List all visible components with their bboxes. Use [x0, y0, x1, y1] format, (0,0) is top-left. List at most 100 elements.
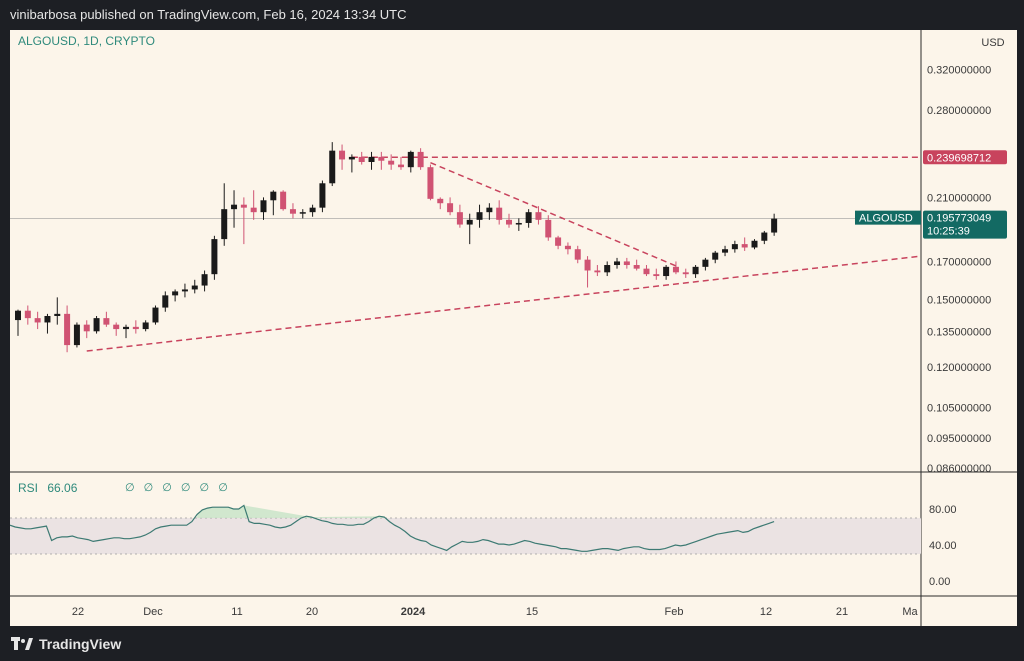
time-tick-label: Ma: [902, 606, 918, 618]
candle-body: [329, 150, 336, 184]
candle-body: [280, 191, 287, 210]
candle-body: [250, 207, 257, 213]
candle-body: [456, 212, 463, 225]
price-tick-label: 0.170000000: [927, 256, 991, 268]
time-tick-label: 12: [760, 606, 772, 618]
time-tick-label: 21: [836, 606, 848, 618]
candle-body: [486, 207, 493, 213]
price-tick-label: 0.280000000: [927, 105, 991, 117]
candle-body: [289, 209, 296, 214]
time-tick-label: Dec: [143, 606, 163, 618]
publisher-header: vinibarbosa published on TradingView.com…: [10, 7, 407, 22]
candle-body: [44, 315, 51, 323]
descending-trendline: [430, 161, 677, 267]
symbol-label[interactable]: ALGOUSD, 1D, CRYPTO: [18, 34, 155, 48]
trendline-layer: [86, 156, 922, 352]
price-tick-label: 0.086000000: [927, 463, 991, 475]
time-tick-label: 22: [72, 606, 84, 618]
candle-body: [64, 313, 71, 346]
candle-body: [506, 219, 512, 225]
candle-body: [515, 222, 522, 225]
candle-body: [447, 203, 454, 213]
candle-body: [584, 259, 591, 271]
candle-body: [172, 291, 179, 296]
candle-body: [221, 209, 228, 240]
candle-body: [663, 266, 670, 277]
level-price-text: 0.239698712: [927, 152, 991, 164]
time-tick-label: 15: [526, 606, 538, 618]
price-axis: USD 0.320000000 0.280000000 0.210000000 0.17…: [855, 37, 1007, 588]
candle-body: [181, 289, 188, 292]
tradingview-logo[interactable]: TradingView: [11, 636, 121, 652]
candle-body: [34, 318, 41, 323]
price-tick-label: 0.210000000: [927, 192, 991, 204]
rsi-params-icons: ∅ ∅ ∅ ∅ ∅ ∅: [125, 482, 231, 494]
price-tick-label: 0.120000000: [927, 362, 991, 374]
current-price-text: 0.195773049: [927, 213, 991, 225]
candle-body: [201, 274, 208, 286]
rsi-tick-label: 40.00: [929, 540, 957, 552]
rsi-label: RSI: [18, 481, 39, 495]
candle-body: [142, 322, 149, 330]
currency-label: USD: [981, 37, 1004, 49]
candle-body: [93, 318, 100, 332]
candle-body: [555, 237, 562, 246]
grid-layer: [10, 30, 1017, 626]
candle-body: [466, 219, 473, 225]
time-tick-label: 11: [231, 606, 242, 618]
candle-body: [152, 307, 159, 323]
footer: TradingView: [0, 628, 1024, 661]
price-tick-label: 0.095000000: [927, 433, 991, 445]
candle-body: [417, 151, 424, 168]
rsi-line: [10, 504, 775, 552]
candle-body: [397, 164, 404, 168]
candle-body: [132, 326, 139, 330]
candle-body: [368, 156, 375, 163]
candle-body: [309, 207, 316, 213]
time-tick-label: 2024: [401, 606, 426, 618]
candle-body: [594, 270, 601, 273]
candle-body: [103, 318, 110, 325]
time-tick-label: 20: [306, 606, 318, 618]
candle-body: [231, 204, 238, 210]
candle-body: [162, 295, 169, 308]
candle-body: [633, 265, 640, 269]
candle-body: [191, 285, 198, 290]
candle-body: [378, 156, 385, 161]
candle-body: [702, 259, 709, 267]
candle-body: [712, 252, 719, 260]
candle-body: [407, 151, 414, 168]
time-axis: 22 Dec 11 20 2024 15 Feb 12 21 Ma: [72, 606, 919, 618]
candle-body: [476, 212, 483, 220]
candle-body: [24, 310, 31, 319]
rsi-legend[interactable]: RSI 66.06: [18, 481, 77, 495]
candle-body: [564, 245, 571, 250]
candle-body: [751, 240, 758, 248]
current-symbol-text: ALGOUSD: [859, 213, 913, 225]
chart-canvas[interactable]: USD 0.320000000 0.280000000 0.210000000 0.17…: [10, 30, 1017, 626]
candle-body: [319, 183, 326, 208]
candle-body: [614, 261, 621, 266]
rsi-tick-label: 80.00: [929, 504, 957, 516]
candle-body: [427, 167, 434, 199]
price-tick-label: 0.135000000: [927, 326, 991, 338]
rsi-tick-label: 0.00: [929, 576, 950, 588]
rsi-layer: [10, 504, 921, 555]
candle-body: [496, 207, 503, 220]
candle-body: [123, 326, 130, 330]
rsi-value: 66.06: [47, 481, 78, 495]
candle-body: [722, 249, 729, 253]
candle-body: [535, 212, 542, 220]
price-tick-label: 0.320000000: [927, 65, 991, 77]
candle-body: [731, 244, 738, 250]
price-tick-label: 0.105000000: [927, 402, 991, 414]
candle-body: [299, 212, 306, 214]
countdown-text: 10:25:39: [927, 226, 970, 238]
candle-body: [741, 244, 748, 248]
price-tick-label: 0.150000000: [927, 294, 991, 306]
candle-body: [83, 324, 90, 332]
level-price-tag: [923, 150, 1007, 165]
rsi-overbought-fill: [197, 505, 385, 518]
candle-body: [623, 261, 630, 266]
current-symbol-tag: [855, 210, 921, 225]
